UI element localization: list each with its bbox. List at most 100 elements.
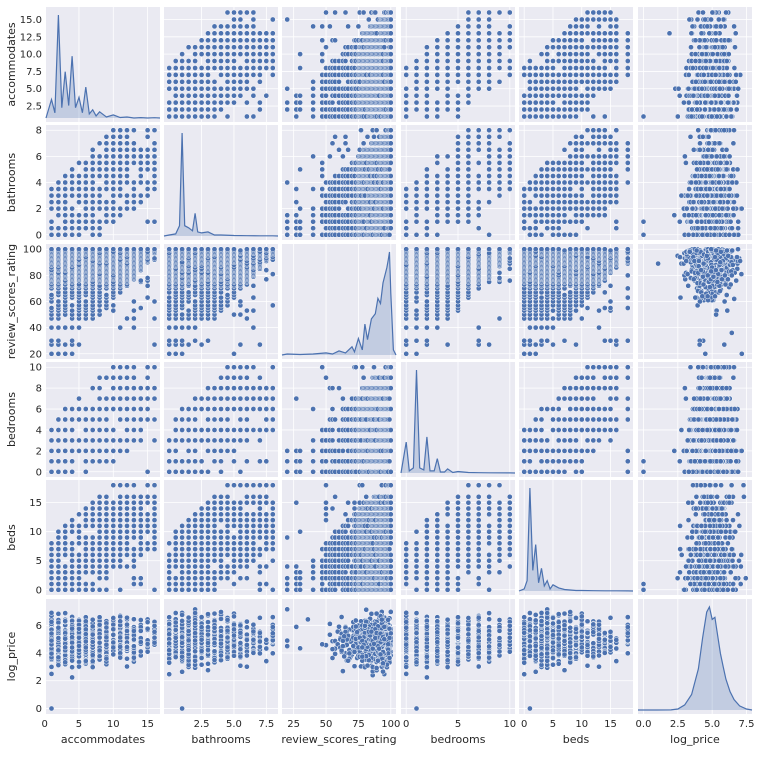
data-point bbox=[527, 199, 533, 205]
data-point bbox=[683, 160, 689, 166]
data-point bbox=[151, 127, 158, 134]
data-point bbox=[465, 85, 472, 92]
data-point bbox=[550, 37, 556, 44]
data-point bbox=[172, 92, 179, 99]
data-point bbox=[555, 231, 562, 238]
data-point bbox=[387, 173, 394, 179]
data-point bbox=[110, 179, 117, 186]
data-point bbox=[544, 166, 551, 173]
data-point bbox=[89, 205, 96, 212]
data-point bbox=[413, 205, 420, 212]
data-point bbox=[624, 166, 631, 173]
data-point bbox=[250, 72, 257, 78]
data-point bbox=[706, 30, 713, 37]
data-point bbox=[144, 192, 151, 199]
data-point bbox=[607, 78, 614, 85]
data-point bbox=[413, 246, 420, 253]
data-point bbox=[684, 192, 691, 199]
data-point bbox=[434, 153, 441, 160]
data-point bbox=[607, 140, 614, 147]
data-point bbox=[532, 192, 539, 199]
data-point bbox=[532, 99, 539, 106]
data-point bbox=[231, 78, 237, 85]
data-point bbox=[573, 173, 579, 179]
data-point bbox=[444, 65, 451, 71]
data-point bbox=[607, 146, 614, 153]
data-point bbox=[532, 179, 539, 186]
data-point bbox=[263, 44, 270, 51]
data-point bbox=[578, 51, 585, 57]
data-point bbox=[550, 166, 556, 173]
data-point bbox=[131, 160, 137, 166]
data-point bbox=[686, 16, 693, 23]
data-point bbox=[465, 51, 472, 57]
data-point bbox=[434, 179, 441, 186]
data-point bbox=[69, 246, 75, 253]
data-point bbox=[244, 9, 250, 16]
data-point bbox=[624, 160, 631, 166]
data-point bbox=[365, 16, 372, 23]
data-point bbox=[711, 231, 718, 238]
data-point bbox=[89, 146, 96, 153]
data-point bbox=[729, 179, 736, 186]
data-point bbox=[596, 16, 602, 23]
panel-bathrooms-vs-accommodates bbox=[46, 125, 160, 240]
data-point bbox=[596, 127, 602, 134]
data-point bbox=[244, 307, 250, 314]
data-point bbox=[76, 231, 82, 238]
data-point bbox=[718, 192, 724, 199]
data-point bbox=[293, 186, 300, 192]
data-point bbox=[424, 106, 430, 113]
data-point bbox=[601, 37, 608, 44]
data-point bbox=[218, 30, 224, 37]
data-point bbox=[117, 166, 124, 173]
data-point bbox=[434, 44, 441, 51]
data-point bbox=[373, 127, 380, 134]
data-point bbox=[89, 199, 96, 205]
data-point bbox=[166, 337, 173, 344]
data-point bbox=[218, 106, 224, 113]
data-point bbox=[590, 212, 597, 219]
panel-review_scores_rating-vs-bedrooms bbox=[401, 244, 515, 359]
data-point bbox=[596, 30, 602, 37]
data-point bbox=[527, 106, 533, 113]
data-point bbox=[486, 72, 492, 78]
data-point bbox=[424, 44, 430, 51]
data-point bbox=[55, 298, 62, 305]
panel-bathrooms-vs-review_scores_rating bbox=[282, 125, 396, 240]
data-point bbox=[144, 127, 151, 134]
data-point bbox=[76, 199, 82, 205]
data-point bbox=[444, 78, 451, 85]
data-point bbox=[198, 65, 205, 71]
data-point bbox=[584, 166, 591, 173]
data-point bbox=[735, 225, 741, 232]
data-point bbox=[688, 179, 695, 186]
data-point bbox=[718, 99, 724, 106]
data-point bbox=[263, 246, 270, 253]
data-point bbox=[578, 160, 585, 166]
data-point bbox=[310, 231, 316, 238]
data-point bbox=[434, 106, 441, 113]
data-point bbox=[319, 51, 326, 57]
data-point bbox=[601, 212, 608, 219]
data-point bbox=[465, 146, 472, 153]
data-point bbox=[596, 205, 602, 212]
data-point bbox=[532, 85, 539, 92]
data-point bbox=[590, 37, 597, 44]
data-point bbox=[444, 166, 451, 173]
data-point bbox=[538, 106, 545, 113]
data-point bbox=[144, 246, 151, 253]
data-point bbox=[185, 65, 192, 71]
data-point bbox=[694, 106, 700, 113]
data-point bbox=[137, 173, 144, 179]
data-point bbox=[444, 58, 451, 64]
data-point bbox=[613, 37, 620, 44]
data-point bbox=[486, 160, 492, 166]
data-point bbox=[613, 23, 620, 30]
data-point bbox=[688, 44, 694, 51]
data-point bbox=[403, 99, 410, 106]
data-point bbox=[561, 58, 568, 64]
data-point bbox=[103, 205, 110, 212]
data-point bbox=[218, 23, 224, 30]
data-point bbox=[561, 99, 568, 106]
